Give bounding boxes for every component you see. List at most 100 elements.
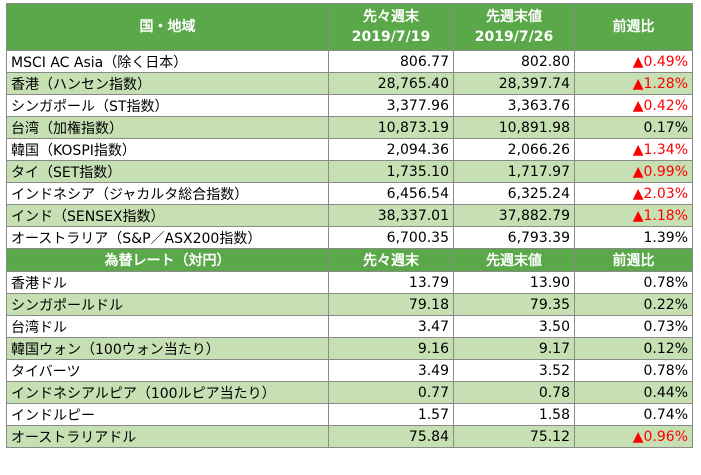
prev-prev-value-cell: 2,094.36	[328, 138, 454, 161]
prev-value-cell: 75.12	[453, 425, 575, 448]
change-cell: ▲0.42%	[574, 94, 693, 117]
row-name-cell: タイバーツ	[6, 359, 329, 382]
prev-value-cell: 2,066.26	[453, 138, 575, 161]
prev-prev-value-cell: 3.49	[328, 359, 454, 382]
header-prev-prev-label: 先々週末	[363, 9, 419, 25]
change-cell: 0.78%	[574, 271, 693, 294]
row-name-cell: シンガポール（ST指数）	[6, 94, 329, 117]
prev-value-cell: 9.17	[453, 337, 575, 360]
change-cell: 0.44%	[574, 381, 693, 404]
header-prev-date: 2019/7/26	[474, 29, 554, 45]
index-row: 台湾（加権指数） 10,873.19 10,891.98 0.17%	[6, 116, 693, 139]
prev-value-cell: 3.52	[453, 359, 575, 382]
fx-row: インドルピー 1.57 1.58 0.74%	[6, 403, 693, 426]
index-row: インドネシア（ジャカルタ総合指数） 6,456.54 6,325.24 ▲2.03%	[6, 182, 693, 205]
prev-value-cell: 802.80	[453, 50, 575, 73]
row-name-cell: インドネシア（ジャカルタ総合指数）	[6, 182, 329, 205]
prev-value-cell: 1.58	[453, 403, 575, 426]
header-prev-label: 先週末値	[486, 9, 542, 25]
index-row: インド（SENSEX指数） 38,337.01 37,882.79 ▲1.18%	[6, 204, 693, 227]
change-cell: 0.73%	[574, 315, 693, 338]
change-cell: ▲2.03%	[574, 182, 693, 205]
prev-value-cell: 28,397.74	[453, 72, 575, 95]
market-table: 国・地域 先々週末 2019/7/19 先週末値 2019/7/26 前週比 MSC…	[6, 3, 693, 448]
prev-value-cell: 10,891.98	[453, 116, 575, 139]
change-cell: ▲1.18%	[574, 204, 693, 227]
index-row: 韓国（KOSPI指数） 2,094.36 2,066.26 ▲1.34%	[6, 138, 693, 161]
change-cell: 0.17%	[574, 116, 693, 139]
fx-row: オーストラリアドル 75.84 75.12 ▲0.96%	[6, 425, 693, 448]
prev-prev-value-cell: 79.18	[328, 293, 454, 316]
fx-header-prev-prev: 先々週末	[328, 248, 454, 272]
row-name-cell: タイ（SET指数）	[6, 160, 329, 183]
change-cell: ▲0.96%	[574, 425, 693, 448]
change-cell: 0.12%	[574, 337, 693, 360]
header-change: 前週比	[574, 3, 693, 51]
index-rows: MSCI AC Asia（除く日本） 806.77 802.80 ▲0.49% 香港（ハ…	[6, 50, 693, 249]
index-header-row: 国・地域 先々週末 2019/7/19 先週末値 2019/7/26 前週比	[6, 3, 693, 51]
change-cell: ▲0.99%	[574, 160, 693, 183]
change-cell: 0.78%	[574, 359, 693, 382]
fx-rows: 香港ドル 13.79 13.90 0.78% シンガポールドル 79.18 79.35 0.2…	[6, 271, 693, 448]
row-name-cell: オーストラリアドル	[6, 425, 329, 448]
fx-header-row: 為替レート（対円） 先々週末 先週末値 前週比	[6, 248, 693, 272]
market-table-container: 国・地域 先々週末 2019/7/19 先週末値 2019/7/26 前週比 MSC…	[6, 3, 693, 448]
prev-prev-value-cell: 10,873.19	[328, 116, 454, 139]
row-name-cell: オーストラリア（S&P／ASX200指数）	[6, 226, 329, 249]
prev-prev-value-cell: 38,337.01	[328, 204, 454, 227]
fx-row: シンガポールドル 79.18 79.35 0.22%	[6, 293, 693, 316]
prev-value-cell: 79.35	[453, 293, 575, 316]
index-row: シンガポール（ST指数） 3,377.96 3,363.76 ▲0.42%	[6, 94, 693, 117]
prev-prev-value-cell: 3,377.96	[328, 94, 454, 117]
header-region: 国・地域	[6, 3, 329, 51]
row-name-cell: 香港（ハンセン指数）	[6, 72, 329, 95]
change-cell: ▲0.49%	[574, 50, 693, 73]
prev-value-cell: 3.50	[453, 315, 575, 338]
change-cell: 1.39%	[574, 226, 693, 249]
prev-prev-value-cell: 0.77	[328, 381, 454, 404]
change-cell: ▲1.28%	[574, 72, 693, 95]
fx-row: 韓国ウォン（100ウォン当たり） 9.16 9.17 0.12%	[6, 337, 693, 360]
prev-value-cell: 1,717.97	[453, 160, 575, 183]
prev-prev-value-cell: 13.79	[328, 271, 454, 294]
fx-row: インドネシアルピア（100ルピア当たり） 0.77 0.78 0.44%	[6, 381, 693, 404]
row-name-cell: 香港ドル	[6, 271, 329, 294]
index-row: タイ（SET指数） 1,735.10 1,717.97 ▲0.99%	[6, 160, 693, 183]
row-name-cell: 台湾（加権指数）	[6, 116, 329, 139]
prev-prev-value-cell: 6,700.35	[328, 226, 454, 249]
prev-prev-value-cell: 28,765.40	[328, 72, 454, 95]
header-prev-week: 先週末値 2019/7/26	[453, 3, 575, 51]
prev-prev-value-cell: 3.47	[328, 315, 454, 338]
row-name-cell: 台湾ドル	[6, 315, 329, 338]
change-cell: 0.22%	[574, 293, 693, 316]
row-name-cell: 韓国（KOSPI指数）	[6, 138, 329, 161]
prev-value-cell: 37,882.79	[453, 204, 575, 227]
fx-row: タイバーツ 3.49 3.52 0.78%	[6, 359, 693, 382]
fx-header-title: 為替レート（対円）	[6, 248, 329, 272]
prev-value-cell: 3,363.76	[453, 94, 575, 117]
prev-value-cell: 6,325.24	[453, 182, 575, 205]
prev-prev-value-cell: 1.57	[328, 403, 454, 426]
prev-prev-value-cell: 75.84	[328, 425, 454, 448]
prev-prev-value-cell: 806.77	[328, 50, 454, 73]
row-name-cell: インド（SENSEX指数）	[6, 204, 329, 227]
fx-row: 香港ドル 13.79 13.90 0.78%	[6, 271, 693, 294]
header-prev-prev-date: 2019/7/19	[351, 29, 431, 45]
prev-prev-value-cell: 6,456.54	[328, 182, 454, 205]
row-name-cell: シンガポールドル	[6, 293, 329, 316]
fx-row: 台湾ドル 3.47 3.50 0.73%	[6, 315, 693, 338]
fx-header-change: 前週比	[574, 248, 693, 272]
index-row: オーストラリア（S&P／ASX200指数） 6,700.35 6,793.39 1.3…	[6, 226, 693, 249]
index-row: 香港（ハンセン指数） 28,765.40 28,397.74 ▲1.28%	[6, 72, 693, 95]
row-name-cell: MSCI AC Asia（除く日本）	[6, 50, 329, 73]
prev-value-cell: 6,793.39	[453, 226, 575, 249]
prev-value-cell: 0.78	[453, 381, 575, 404]
fx-header-prev: 先週末値	[453, 248, 575, 272]
row-name-cell: 韓国ウォン（100ウォン当たり）	[6, 337, 329, 360]
row-name-cell: インドネシアルピア（100ルピア当たり）	[6, 381, 329, 404]
row-name-cell: インドルピー	[6, 403, 329, 426]
change-cell: ▲1.34%	[574, 138, 693, 161]
prev-prev-value-cell: 1,735.10	[328, 160, 454, 183]
header-prev-prev-week: 先々週末 2019/7/19	[328, 3, 454, 51]
prev-prev-value-cell: 9.16	[328, 337, 454, 360]
